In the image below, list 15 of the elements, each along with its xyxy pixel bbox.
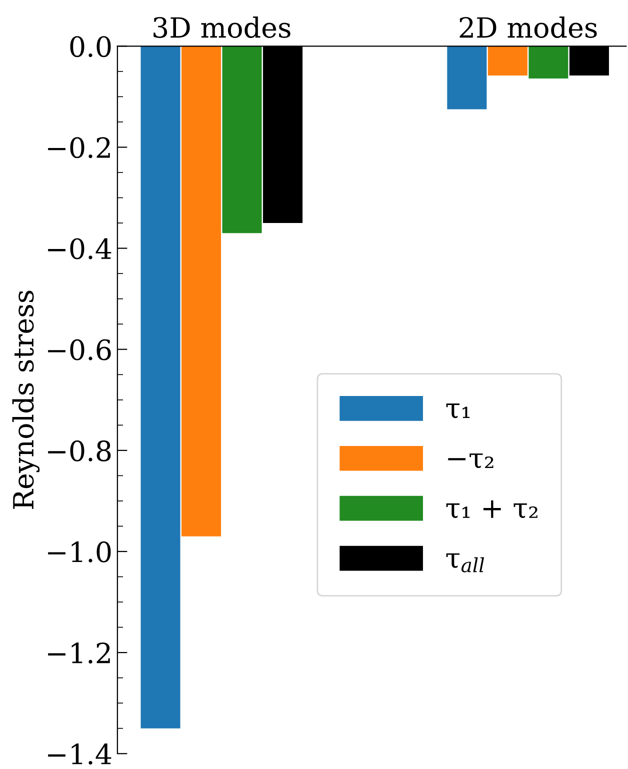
y-tick-label: 0.0 — [70, 36, 111, 58]
x-tick-label: 3D modes — [154, 16, 290, 38]
y-tick-label: −1.2 — [48, 642, 110, 664]
legend-label: τ₁ + τ₂ — [446, 500, 538, 518]
y-tick-label: −0.8 — [48, 440, 111, 462]
y-axis-title: Reynolds stress — [12, 290, 40, 509]
y-tick-label: −0.6 — [48, 339, 111, 360]
y-tick-label: −1.0 — [48, 541, 111, 562]
legend-label: τ$_{all}$ — [446, 553, 484, 572]
y-tick-label: −1.4 — [48, 744, 112, 765]
y-tick-label: −0.2 — [48, 137, 110, 158]
y-tick-label: −0.4 — [48, 238, 112, 260]
x-tick-label: 2D modes — [460, 16, 597, 38]
legend-label: τ₁ — [446, 404, 470, 418]
legend-label: −τ₂ — [448, 453, 494, 468]
